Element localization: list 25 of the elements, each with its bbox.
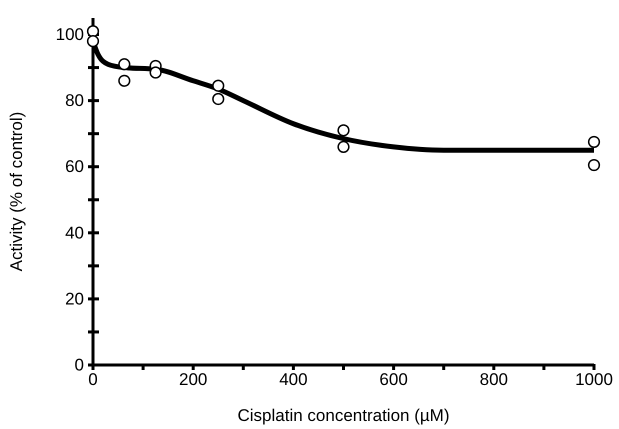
y-tick-label: 100 xyxy=(56,24,84,44)
point xyxy=(86,25,100,38)
x-tick-label: 200 xyxy=(179,370,208,390)
x-tick-label: 1000 xyxy=(575,370,613,390)
y-tick-label: 60 xyxy=(65,157,84,176)
y-tick-label: 0 xyxy=(74,355,84,374)
y-tick-label: 40 xyxy=(65,223,84,242)
point xyxy=(118,74,130,87)
point xyxy=(212,92,224,106)
x-tick-label: 0 xyxy=(88,370,98,390)
x-axis-title: Cisplatin concentration (µM) xyxy=(238,406,450,425)
x-tick-label: 800 xyxy=(480,370,508,390)
point xyxy=(588,158,600,172)
point xyxy=(150,66,162,79)
y-tick-label: 80 xyxy=(65,91,84,110)
point xyxy=(337,124,350,136)
point xyxy=(118,58,130,70)
y-tick-label: 20 xyxy=(65,289,84,308)
point xyxy=(337,140,350,153)
x-tick-label: 600 xyxy=(379,370,408,390)
point xyxy=(212,80,224,92)
x-tick-label: 400 xyxy=(279,370,308,390)
point xyxy=(86,35,100,48)
point xyxy=(588,136,600,148)
y-axis-title: Activity (% of control) xyxy=(7,112,26,272)
